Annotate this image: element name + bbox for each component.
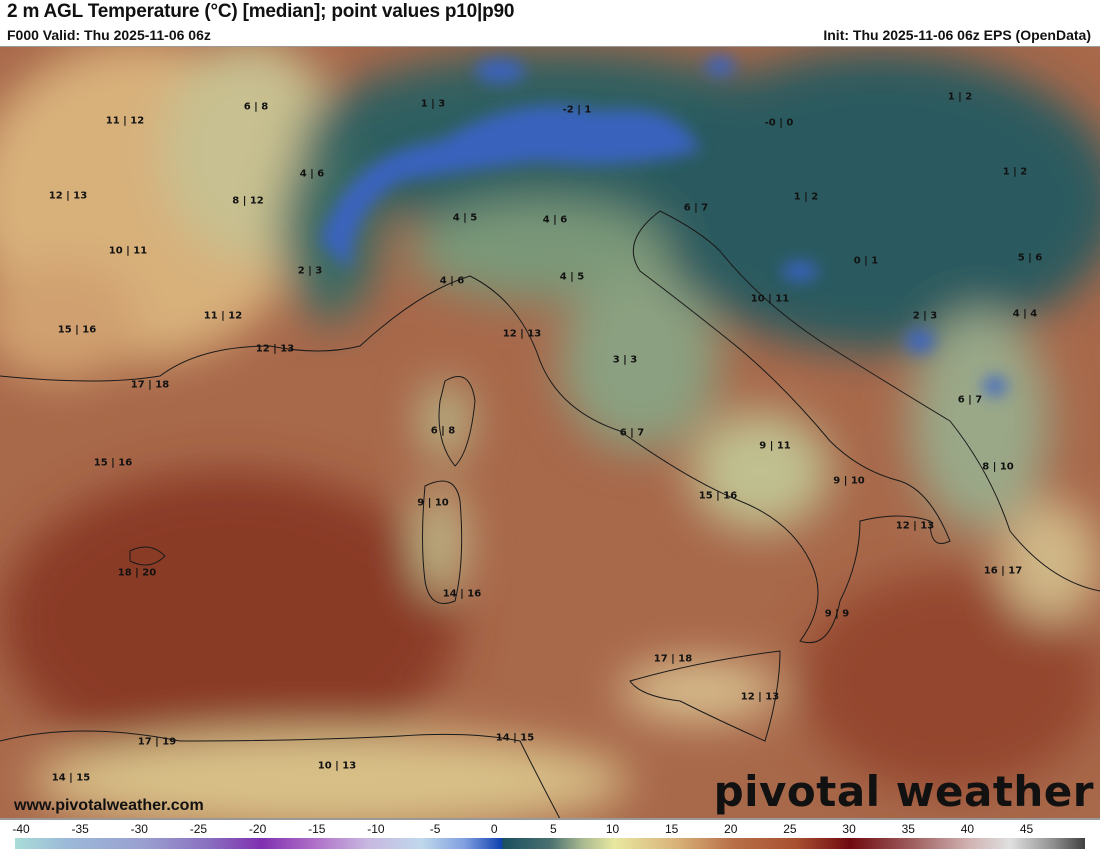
colorbar-tick-label: 25 (783, 822, 797, 836)
colorbar-gradient (15, 838, 1085, 849)
coastlines (0, 210, 1100, 819)
colorbar-tick-label: 10 (605, 822, 620, 836)
point-value-label: 12 | 13 (740, 691, 780, 703)
point-value-label: 14 | 15 (495, 732, 535, 744)
point-value-label: 9 | 11 (759, 440, 791, 452)
map-title: 2 m AGL Temperature (°C) [median]; point… (7, 1, 515, 22)
point-value-label: 12 | 13 (48, 190, 88, 202)
point-value-label: 6 | 7 (683, 202, 709, 214)
point-value-label: 4 | 6 (299, 168, 325, 180)
colorbar-tick-label: -40 (12, 822, 30, 836)
point-value-label: 10 | 13 (317, 760, 357, 772)
point-value-label: 14 | 15 (51, 772, 91, 784)
point-value-label: 9 | 9 (824, 608, 850, 620)
point-value-label: 6 | 7 (957, 394, 983, 406)
point-value-label: 15 | 16 (698, 490, 738, 502)
point-value-label: 1 | 3 (420, 98, 446, 110)
colorbar-tick-label: -30 (130, 822, 148, 836)
pivotal-weather-logo: pivotal weather (713, 767, 1094, 816)
website-url[interactable]: www.pivotalweather.com (14, 797, 204, 814)
point-value-label: 12 | 13 (255, 343, 295, 355)
colorbar-tick-label: 30 (842, 822, 856, 836)
init-time: Init: Thu 2025-11-06 06z EPS (OpenData) (823, 27, 1091, 43)
point-value-label: 17 | 19 (137, 736, 177, 748)
point-value-label: 0 | 1 (853, 255, 879, 267)
point-value-label: 9 | 10 (833, 475, 865, 487)
point-value-label: 9 | 10 (417, 497, 449, 509)
point-value-label: -2 | 1 (562, 104, 592, 116)
colorbar-tick-label: -25 (189, 822, 208, 836)
point-value-label: 10 | 11 (108, 245, 148, 257)
point-value-label: 4 | 4 (1012, 308, 1038, 320)
colorbar-tick-label: -15 (308, 822, 326, 836)
point-value-label: 11 | 12 (203, 310, 243, 322)
point-value-label: -0 | 0 (764, 117, 794, 129)
point-value-label: 8 | 10 (982, 461, 1014, 473)
point-value-label: 2 | 3 (912, 310, 938, 322)
point-value-label: 6 | 8 (243, 101, 269, 113)
point-value-label: 3 | 3 (612, 354, 638, 366)
point-value-label: 1 | 2 (947, 91, 973, 103)
temperature-field (0, 47, 1100, 819)
point-value-label: 2 | 3 (297, 265, 323, 277)
point-value-label: 4 | 6 (542, 214, 568, 226)
point-value-label: 15 | 16 (57, 324, 97, 336)
valid-time: F000 Valid: Thu 2025-11-06 06z (7, 27, 211, 43)
point-value-label: 10 | 11 (750, 293, 790, 305)
point-value-label: 14 | 16 (442, 588, 482, 600)
point-value-label: 4 | 5 (559, 271, 585, 283)
colorbar-tick-label: 40 (960, 822, 975, 836)
point-value-label: 18 | 20 (117, 567, 157, 579)
colorbar: -40 -35 -30 -25 -20 -15 -10 -5 0 5 10 15 20 25 30 35 40 4… (0, 818, 1100, 852)
colorbar-tick-label: 20 (724, 822, 738, 836)
header: 2 m AGL Temperature (°C) [median]; point… (0, 0, 1100, 46)
colorbar-tick-label: -10 (367, 822, 385, 836)
point-value-label: 8 | 12 (232, 195, 264, 207)
colorbar-tick-label: -5 (429, 822, 441, 836)
point-value-label: 17 | 18 (130, 379, 170, 391)
point-value-label: 1 | 2 (1002, 166, 1028, 178)
point-value-label: 6 | 8 (430, 425, 456, 437)
point-value-label: 17 | 18 (653, 653, 693, 665)
colorbar-tick-label: -20 (248, 822, 267, 836)
point-value-label: 6 | 7 (619, 427, 645, 439)
colorbar-tick-label: 5 (550, 822, 557, 836)
point-value-label: 1 | 2 (793, 191, 819, 203)
colorbar-tick-label: 35 (901, 822, 915, 836)
colorbar-tick-label: 45 (1019, 822, 1034, 836)
point-value-label: 4 | 6 (439, 275, 465, 287)
temperature-map[interactable]: 11 | 12 6 | 8 1 | 3 -2 | 1 -0 | 0 1 | 2 4 | 6 1… (0, 46, 1100, 819)
colorbar-tick-label: -35 (71, 822, 89, 836)
point-value-label: 5 | 6 (1017, 252, 1043, 264)
colorbar-tick-label: 15 (664, 822, 679, 836)
point-value-label: 15 | 16 (93, 457, 133, 469)
point-value-label: 12 | 13 (502, 328, 542, 340)
point-value-label: 16 | 17 (983, 565, 1023, 577)
colorbar-tick-label: 0 (490, 822, 498, 836)
point-value-label: 4 | 5 (452, 212, 478, 224)
point-value-label: 11 | 12 (105, 115, 145, 127)
point-value-label: 12 | 13 (895, 520, 935, 532)
